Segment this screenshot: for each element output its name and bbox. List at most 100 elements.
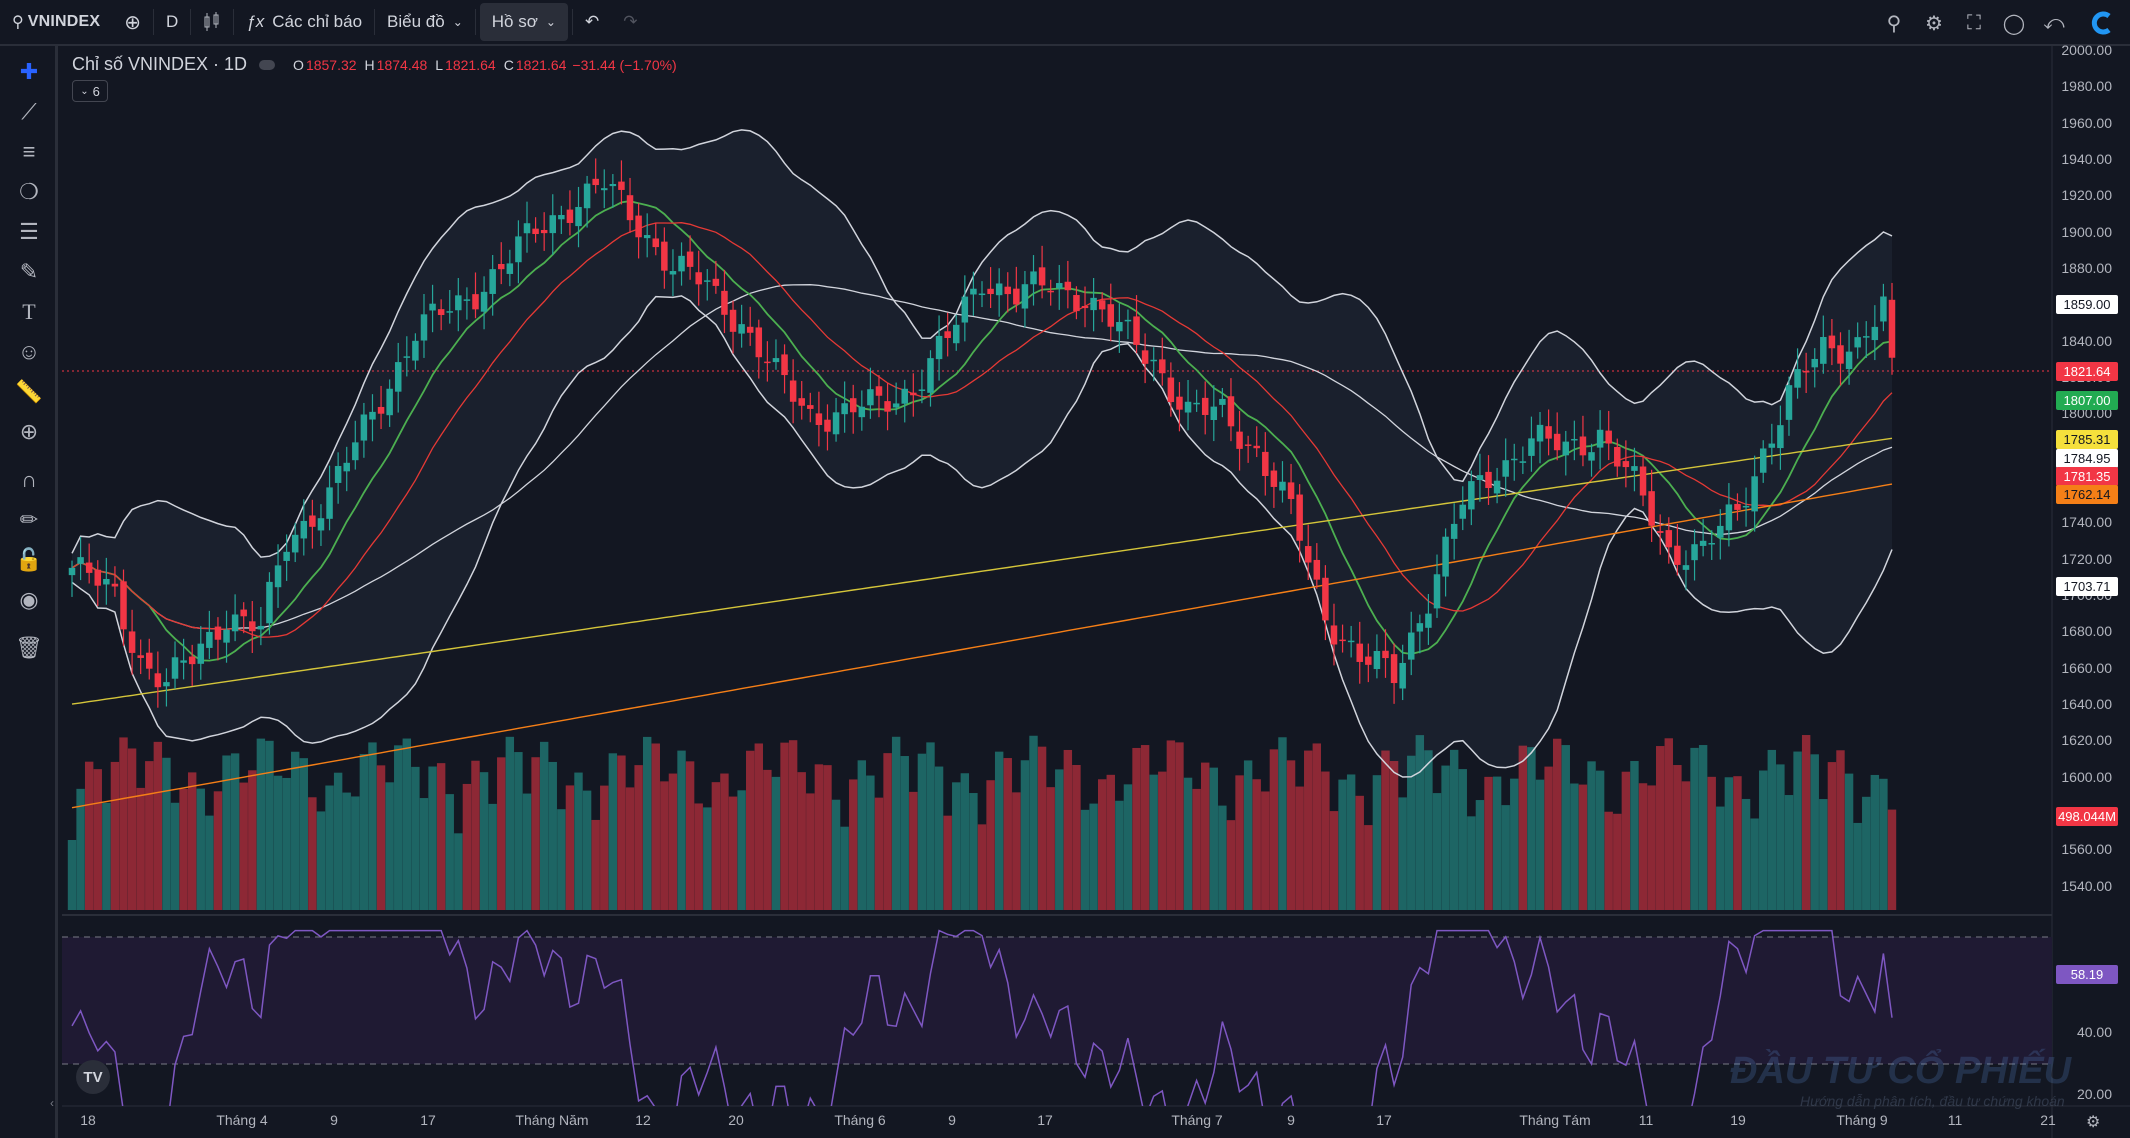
candle (824, 404, 831, 451)
price-tick: 1600.00 (2061, 768, 2112, 785)
candle-body (1090, 297, 1097, 311)
candle-body (867, 389, 874, 406)
profile-menu-button[interactable]: Hồ sơ ⌄ (479, 3, 568, 41)
interval-button[interactable]: D (154, 0, 190, 45)
volume-bar (780, 742, 789, 910)
legend-title[interactable]: Chỉ số VNINDEX · 1D (72, 54, 248, 74)
time-tick: 17 (1037, 1112, 1053, 1128)
crosshair-tool[interactable]: ✚ (0, 52, 58, 92)
measure-tool[interactable]: 📏 (0, 372, 58, 412)
volume-bar (1467, 816, 1476, 910)
legend-menu-icon[interactable] (259, 59, 276, 70)
text-tool[interactable]: T (0, 292, 58, 332)
candle (1768, 423, 1776, 465)
chart-menu-button[interactable]: Biểu đồ ⌄ (375, 0, 475, 45)
candle-body (1347, 640, 1355, 643)
price-axis[interactable]: 2000.00 1980.00 1960.00 1940.00 1920.00 1900.… (2052, 42, 2130, 1138)
low-value: 1821.64 (445, 56, 496, 73)
timezone-settings-icon[interactable]: ⚙ (2086, 1114, 2101, 1131)
price-tick: 1540.00 (2061, 877, 2112, 894)
volume-bar (308, 797, 317, 910)
candle (1553, 412, 1561, 461)
candle-body (549, 215, 557, 234)
remove-tool[interactable]: 🗑 (0, 628, 58, 668)
candle-body (1373, 650, 1381, 670)
candle-body (1287, 482, 1295, 500)
price-tag: 1762.14 (2056, 485, 2118, 504)
candle (1871, 305, 1879, 361)
rsi-band (62, 937, 2052, 1064)
magnet-tool[interactable]: ∩ (0, 460, 58, 500)
volume-bar (634, 765, 643, 910)
zoom-tool[interactable]: ⊕ (0, 412, 58, 452)
undo-button[interactable]: ↶ (573, 0, 611, 45)
volume-bar (660, 781, 669, 910)
candle (1373, 634, 1381, 679)
redo-button[interactable]: ↷ (611, 0, 649, 45)
volume-bar (248, 770, 257, 910)
volume-bar (1346, 774, 1356, 910)
brush-tool[interactable]: ✎ (0, 252, 58, 292)
tradingview-logo[interactable]: TV (76, 1060, 110, 1094)
candle-body (1691, 544, 1698, 561)
add-symbol-button[interactable]: ⊕ (112, 0, 153, 45)
stay-drawing-tool[interactable]: ✏ (0, 500, 58, 540)
volume-bar (1690, 747, 1699, 910)
candle-body (1390, 654, 1398, 684)
volume-bar (419, 798, 429, 910)
candle-body (1511, 458, 1518, 461)
settings-button[interactable]: ⚙ (1914, 0, 1954, 46)
price-tick: 1840.00 (2061, 332, 2112, 349)
pattern-tool[interactable]: ❍ (0, 172, 58, 212)
indicators-button[interactable]: ƒx Các chỉ báo (234, 0, 374, 45)
candle (146, 638, 153, 680)
candle (1519, 446, 1527, 474)
candle-body (944, 331, 951, 338)
volume-bar (917, 753, 927, 910)
pattern-icon: ❍ (19, 179, 39, 204)
candle (1416, 614, 1424, 654)
camera-button[interactable]: ◯ (1994, 0, 2034, 46)
candle (154, 651, 162, 708)
zoom-search-button[interactable]: ⚲ (1874, 0, 1914, 46)
hide-tool[interactable]: ◉ (0, 580, 58, 620)
collapse-sidebar-button[interactable]: ‹ (50, 1096, 54, 1110)
volume-bar (1673, 765, 1682, 910)
volume-bar (179, 788, 188, 910)
candle (1794, 348, 1801, 399)
trendline-tool[interactable]: ⟋ (0, 92, 58, 132)
app-logo[interactable] (2074, 0, 2130, 46)
candle-body (1768, 443, 1776, 448)
candle-body (1253, 445, 1260, 449)
volume-bar (1819, 799, 1828, 910)
candle-body (1382, 650, 1389, 659)
chart-type-button[interactable] (191, 0, 233, 45)
candle (1382, 629, 1389, 678)
indicators-collapse-button[interactable]: ⌄ 6 (72, 80, 108, 102)
fib-tool[interactable]: ≡ (0, 132, 58, 172)
divider (571, 9, 573, 35)
fullscreen-button[interactable]: ⛶ (1954, 0, 1994, 46)
time-tick: Tháng 6 (834, 1112, 886, 1128)
share-button[interactable]: ⤺ (2034, 0, 2074, 46)
candle-body (1622, 461, 1630, 468)
forecast-tool[interactable]: ☰ (0, 212, 58, 252)
volume-bar (1501, 805, 1510, 910)
emoji-tool[interactable]: ☺ (0, 332, 58, 372)
candle (394, 342, 402, 413)
candle-body (1425, 613, 1432, 628)
candle (1253, 426, 1260, 458)
volume-bar (1647, 785, 1656, 910)
symbol-search[interactable]: ⚲ VNINDEX (0, 0, 112, 45)
candle-body (1064, 281, 1072, 291)
candle (1493, 467, 1501, 504)
volume-bar (1510, 778, 1519, 910)
volume-bar (943, 815, 952, 910)
volume-bar (471, 760, 480, 910)
candle-body (764, 361, 771, 364)
plus-circle-icon: ⊕ (124, 11, 142, 34)
volume-bar (187, 772, 197, 910)
lock-tool[interactable]: 🔓 (0, 540, 58, 580)
candle-body (978, 293, 986, 296)
